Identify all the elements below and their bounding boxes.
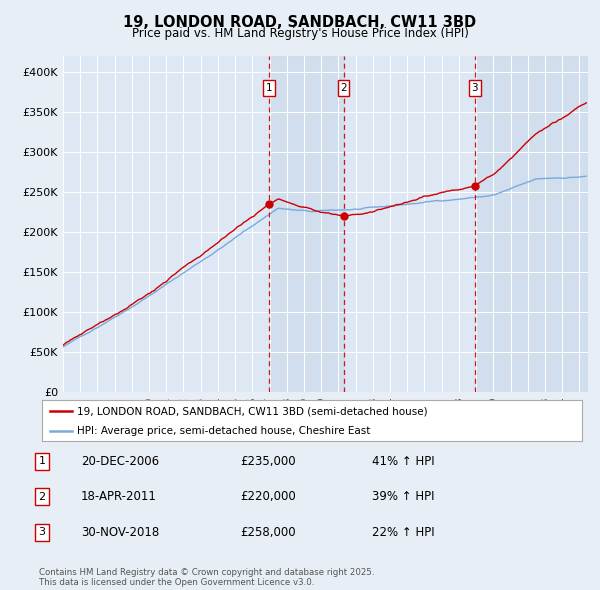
Text: 30-NOV-2018: 30-NOV-2018: [81, 526, 159, 539]
Text: 39% ↑ HPI: 39% ↑ HPI: [372, 490, 434, 503]
Text: 19, LONDON ROAD, SANDBACH, CW11 3BD: 19, LONDON ROAD, SANDBACH, CW11 3BD: [124, 15, 476, 30]
Bar: [269, 56, 344, 392]
Text: £235,000: £235,000: [240, 455, 296, 468]
Text: £220,000: £220,000: [240, 490, 296, 503]
Text: 1: 1: [38, 457, 46, 466]
Text: Contains HM Land Registry data © Crown copyright and database right 2025.
This d: Contains HM Land Registry data © Crown c…: [39, 568, 374, 587]
Text: 2: 2: [340, 83, 347, 93]
Bar: [475, 56, 588, 392]
Text: 19, LONDON ROAD, SANDBACH, CW11 3BD (semi-detached house): 19, LONDON ROAD, SANDBACH, CW11 3BD (sem…: [77, 406, 428, 416]
Text: £258,000: £258,000: [240, 526, 296, 539]
Text: 2: 2: [38, 492, 46, 502]
Text: 20-DEC-2006: 20-DEC-2006: [81, 455, 159, 468]
Text: 3: 3: [472, 83, 478, 93]
Text: 3: 3: [38, 527, 46, 537]
Text: HPI: Average price, semi-detached house, Cheshire East: HPI: Average price, semi-detached house,…: [77, 426, 370, 436]
Text: 1: 1: [266, 83, 272, 93]
Text: Price paid vs. HM Land Registry's House Price Index (HPI): Price paid vs. HM Land Registry's House …: [131, 27, 469, 40]
Text: 41% ↑ HPI: 41% ↑ HPI: [372, 455, 434, 468]
Text: 18-APR-2011: 18-APR-2011: [81, 490, 157, 503]
Text: 22% ↑ HPI: 22% ↑ HPI: [372, 526, 434, 539]
